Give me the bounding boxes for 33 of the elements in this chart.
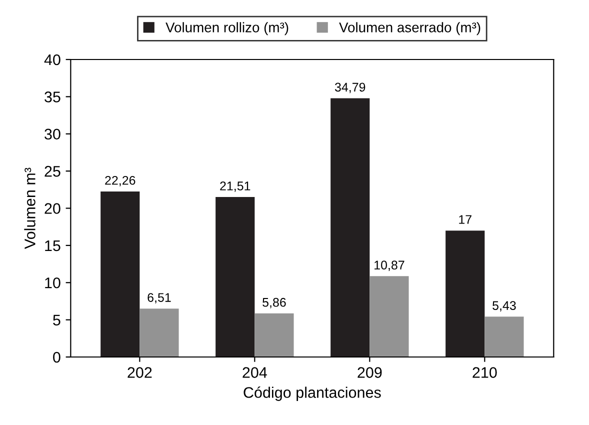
- bar: [254, 313, 294, 357]
- x-tick-label: 209: [358, 367, 382, 378]
- bar: [330, 98, 370, 357]
- y-tick-label: 25: [44, 166, 60, 177]
- x-tick-label: 202: [128, 367, 152, 378]
- legend-label: Volumen rollizo (m³): [166, 22, 288, 36]
- y-tick-label: 10: [45, 277, 60, 288]
- bar: [370, 276, 409, 357]
- data-label: 34,79: [334, 82, 366, 94]
- y-tick-label: 20: [44, 203, 60, 214]
- y-tick-label: 35: [44, 92, 60, 102]
- data-label: 5,86: [262, 298, 286, 308]
- bar: [140, 308, 179, 357]
- y-tick-label: 30: [44, 128, 60, 140]
- data-label: 17: [459, 215, 472, 224]
- y-axis-title: Volumen m³: [24, 168, 36, 249]
- bar: [484, 316, 524, 357]
- legend-label: Volumen aserrado (m³): [339, 22, 480, 36]
- y-tick-label: 5: [53, 314, 60, 326]
- data-label: 6,51: [148, 293, 171, 304]
- bar: [216, 197, 255, 357]
- bar: [446, 230, 485, 357]
- x-tick-label: 204: [242, 367, 267, 378]
- bar: [100, 191, 140, 357]
- y-tick-label: 40: [44, 54, 60, 66]
- data-label: 22,26: [105, 176, 136, 186]
- y-tick-label: 0: [53, 352, 60, 363]
- data-label: 21,51: [220, 182, 250, 192]
- x-tick-label: 210: [472, 367, 497, 378]
- data-label: 10,87: [374, 260, 404, 271]
- x-axis-title: Código plantaciones: [244, 386, 381, 401]
- data-label: 5,43: [492, 301, 516, 312]
- y-tick-label: 15: [45, 240, 60, 252]
